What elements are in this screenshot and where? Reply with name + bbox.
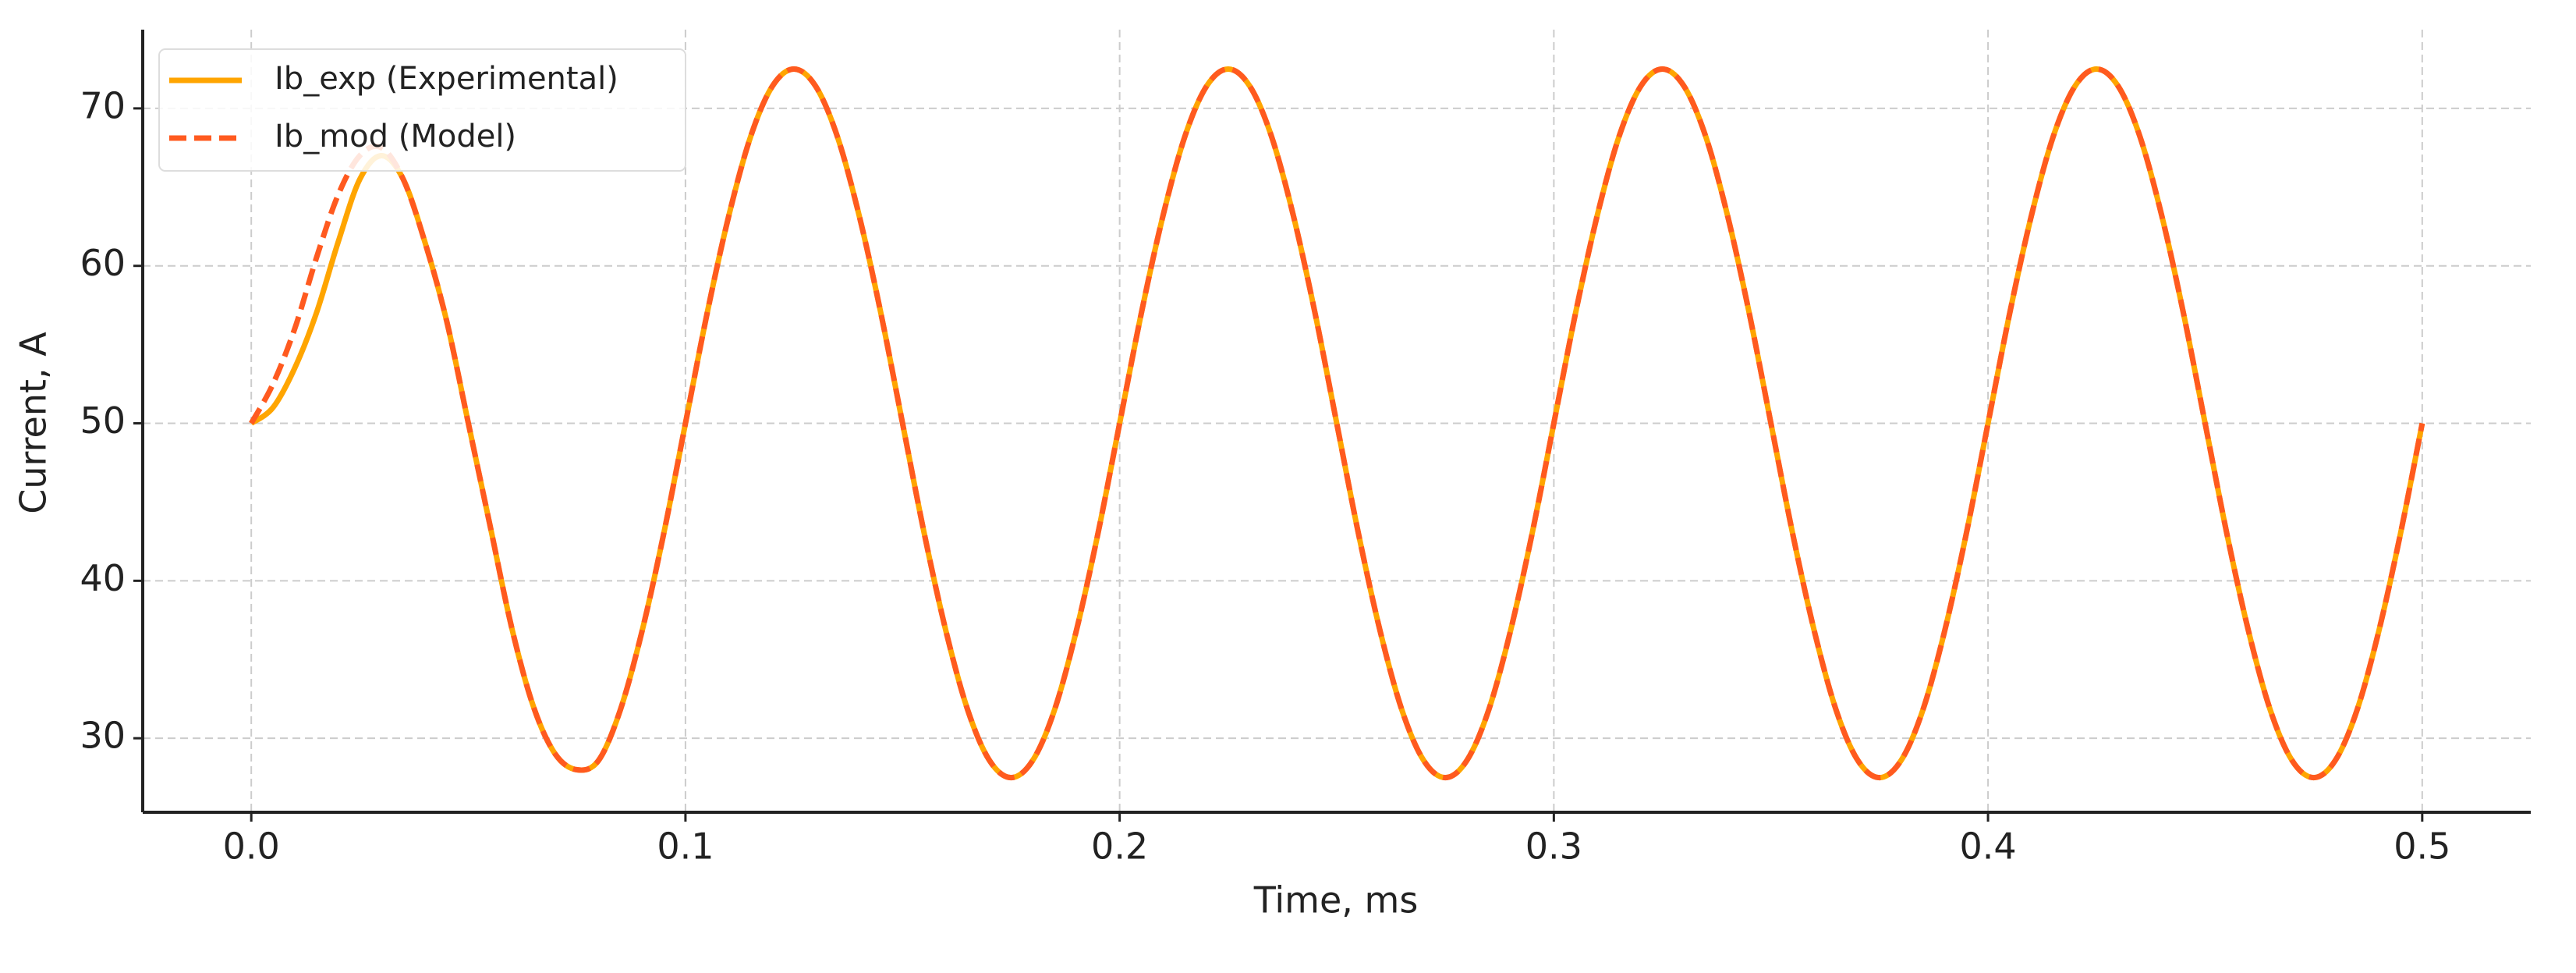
y-tick-label: 60 [80,242,126,284]
x-tick-label: 0.3 [1525,826,1582,868]
data-line [249,66,2425,781]
y-tick-label: 30 [80,715,126,757]
x-tick-label: 0.5 [2394,826,2450,868]
y-tick-label: 40 [80,557,126,599]
x-tick-label: 0.0 [223,826,280,868]
legend-label: Ib_exp (Experimental) [275,61,618,97]
legend-label: Ib_mod (Model) [275,119,516,154]
y-tick-label: 70 [80,84,126,126]
x-axis-label: Time, ms [1253,879,1419,922]
x-tick-label: 0.1 [657,826,714,868]
legend-box [158,48,686,172]
y-axis-label: Current, A [12,332,55,514]
x-tick-label: 0.2 [1091,826,1148,868]
x-tick-label: 0.4 [1960,826,2017,868]
y-tick-label: 50 [80,399,126,442]
